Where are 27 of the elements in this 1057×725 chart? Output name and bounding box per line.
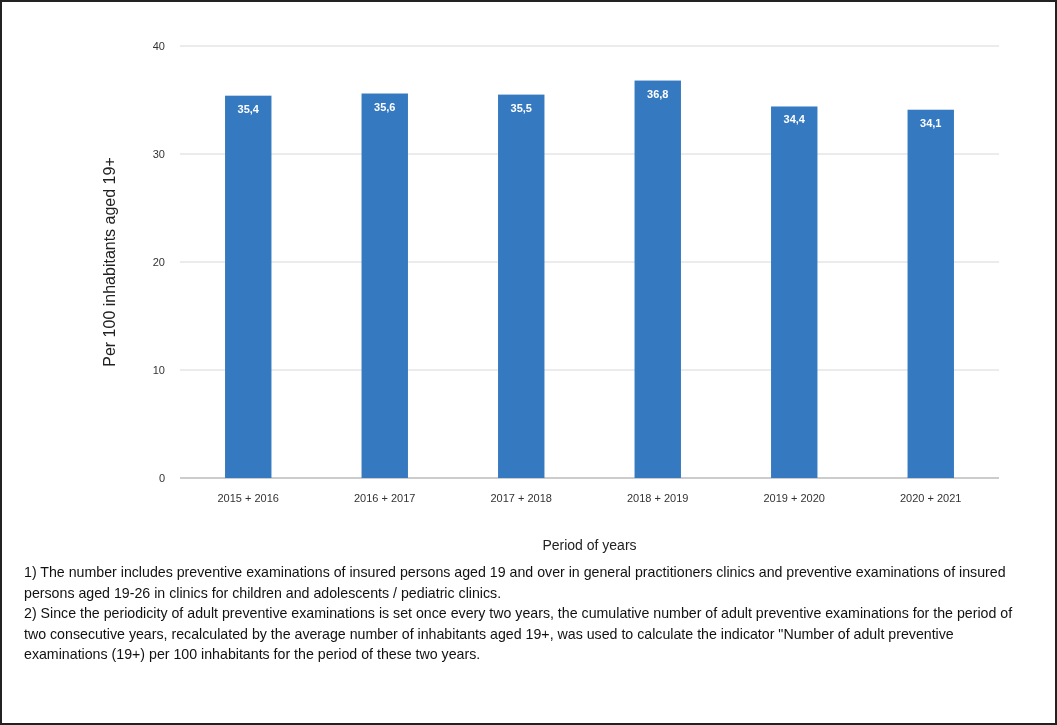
data-label: 35,6 bbox=[374, 100, 396, 113]
data-label: 35,4 bbox=[237, 102, 260, 115]
x-tick-label: 2016 + 2017 bbox=[354, 492, 416, 504]
x-tick-label: 2018 + 2019 bbox=[627, 492, 689, 504]
y-tick-label: 0 bbox=[158, 472, 165, 484]
x-axis-title: Period of years bbox=[542, 537, 637, 553]
x-tick-label: 2019 + 2020 bbox=[763, 492, 825, 504]
bar bbox=[361, 93, 408, 478]
y-tick-label: 40 bbox=[152, 40, 165, 52]
bar bbox=[498, 94, 545, 478]
y-tick-label: 10 bbox=[152, 364, 165, 376]
y-tick-label: 30 bbox=[152, 148, 165, 160]
data-label: 34,1 bbox=[920, 116, 942, 129]
y-tick-label: 20 bbox=[152, 256, 165, 268]
bar bbox=[634, 80, 681, 478]
text: 1) The number includes preventive examinations of insured persons aged 19 and over in general practitioners clinics and preventive examinations of insured persons aged 19-26 in clinics for children and adolescents / pediatric clinics. bbox=[24, 563, 1007, 603]
x-tick-label: 2017 + 2018 bbox=[490, 492, 552, 504]
data-label: 34,4 bbox=[783, 113, 806, 126]
y-axis-title: Per 100 inhabitants aged 19+ bbox=[101, 157, 118, 367]
bar bbox=[225, 95, 272, 478]
bar bbox=[771, 106, 818, 478]
bar bbox=[907, 109, 954, 478]
text: 2) Since the periodicity of adult preventive examinations is set once every two years, the cumulative number of adult preventive examinations for the period of two consecutive years, recalculated by the average number of inhabitants aged 19+, was used to calculate the indicator "Number of adult preventive examinations (19+) per 100 inhabitants for the period of these two years. bbox=[24, 604, 1014, 664]
data-label: 36,8 bbox=[647, 87, 669, 100]
data-label: 35,5 bbox=[510, 101, 532, 114]
x-tick-label: 2020 + 2021 bbox=[900, 492, 962, 504]
x-tick-label: 2015 + 2016 bbox=[217, 492, 279, 504]
